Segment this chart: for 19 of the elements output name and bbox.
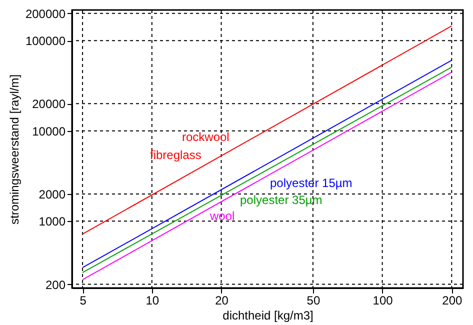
y-tick-label: 2000: [38, 187, 66, 202]
x-tick-label: 200: [442, 294, 462, 308]
series-label: wool: [209, 209, 235, 223]
series-label: polyester 15µm: [270, 176, 352, 190]
y-tick-label: 200000: [25, 6, 66, 21]
x-axis-title: dichtheid [kg/m3]: [222, 308, 314, 322]
y-axis-title: stromingsweerstand [rayl/m]: [7, 74, 22, 225]
y-tick-label: 10000: [32, 124, 66, 138]
x-tick-label: 20: [215, 294, 229, 308]
y-tick-label: 1000: [38, 214, 66, 229]
series-label: rockwool fibreglass: [150, 130, 230, 162]
x-tick-label: 5: [80, 294, 87, 308]
y-tick-label: 20000: [32, 97, 66, 112]
x-tick-label: 100: [372, 294, 394, 308]
y-tick-label: 100000: [25, 34, 66, 48]
x-tick-label: 10: [146, 294, 160, 308]
series-label: polyester 35µm: [240, 193, 322, 207]
y-tick-label: 200: [45, 278, 66, 292]
x-tick-label: 50: [306, 294, 320, 308]
